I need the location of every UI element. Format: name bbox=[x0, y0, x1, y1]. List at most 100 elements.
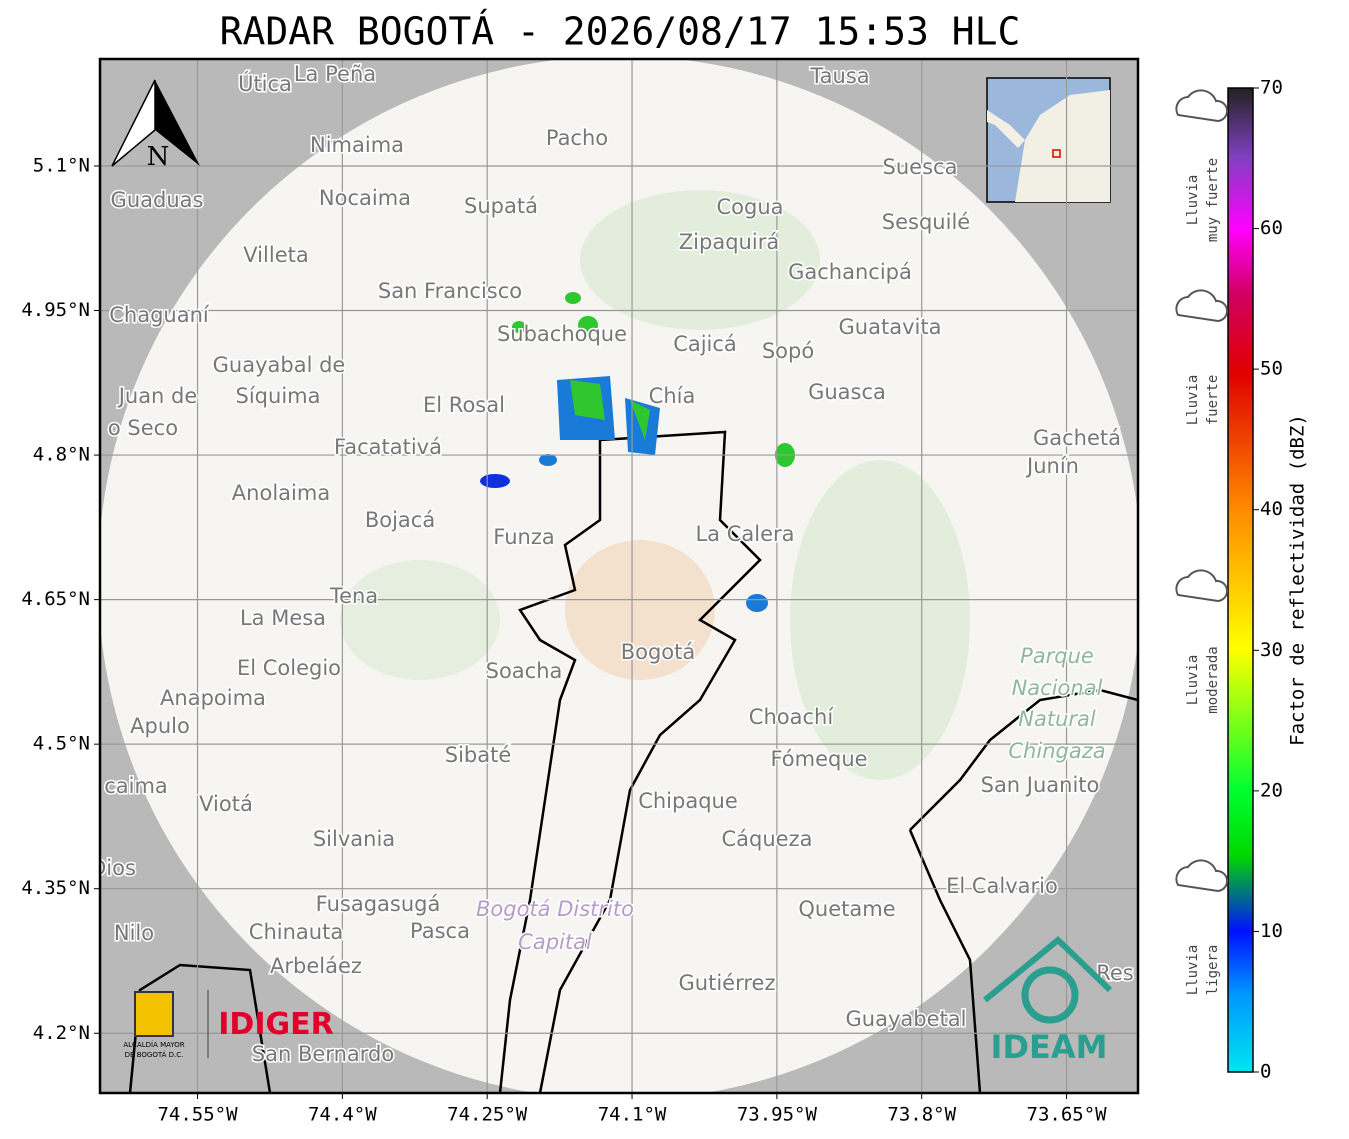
logos: ALCALDÍA MAYOR DE BOGOTÁ D.C. IDIGER IDE… bbox=[123, 935, 1113, 1066]
place-label: El Colegio bbox=[237, 656, 341, 680]
place-label: Guatavita bbox=[839, 315, 942, 339]
place-label: Sesquilé bbox=[882, 210, 970, 234]
place-label: Subachoque bbox=[497, 322, 627, 346]
place-label: Chía bbox=[649, 384, 696, 408]
place-label: Gutiérrez bbox=[679, 971, 776, 995]
colorbar-tick-label: 30 bbox=[1260, 639, 1283, 661]
place-label: Útica bbox=[238, 71, 292, 96]
place-label: Cogua bbox=[716, 195, 783, 219]
rain-label: ligera bbox=[1205, 945, 1221, 996]
place-label: Cajicá bbox=[673, 332, 737, 356]
place-label: Nocaima bbox=[319, 186, 411, 210]
place-label: El Rosal bbox=[423, 393, 505, 417]
rain-icon bbox=[1175, 289, 1228, 323]
x-tick-label: 73.95°W bbox=[737, 1104, 818, 1126]
place-label: o Seco bbox=[108, 416, 178, 440]
colorbar-tick-label: 20 bbox=[1260, 779, 1283, 801]
place-label: El Calvario bbox=[946, 874, 1058, 898]
place-label: Síquima bbox=[236, 384, 321, 408]
place-label: Natural bbox=[1018, 707, 1096, 731]
place-label: Chinauta bbox=[249, 920, 343, 944]
place-label: Fusagasugá bbox=[316, 892, 441, 916]
place-label: Nimaima bbox=[310, 133, 404, 157]
rain-label: fuerte bbox=[1205, 375, 1221, 426]
colorbar-tick-label: 70 bbox=[1260, 77, 1283, 99]
place-label: Choachí bbox=[749, 705, 835, 729]
idiger-logo: IDIGER bbox=[218, 1007, 333, 1042]
place-label: Pacho bbox=[546, 126, 608, 150]
place-label: Chaguaní bbox=[109, 303, 210, 327]
x-tick-label: 74.4°W bbox=[308, 1104, 377, 1126]
colorbar-tick-label: 50 bbox=[1260, 358, 1283, 380]
colorbar-tick-label: 60 bbox=[1260, 217, 1283, 239]
place-label: Tena bbox=[329, 584, 378, 608]
place-label: La Calera bbox=[695, 522, 794, 546]
place-label: Cáqueza bbox=[722, 827, 813, 851]
rain-label: moderada bbox=[1205, 646, 1221, 713]
place-label: Anolaima bbox=[232, 481, 330, 505]
place-label: Guaduas bbox=[111, 188, 204, 212]
place-label: Guayabal de bbox=[213, 353, 346, 377]
map-frame bbox=[98, 57, 1140, 1095]
place-label: Nacional bbox=[1012, 676, 1103, 700]
rain-label: muy fuerte bbox=[1205, 158, 1221, 242]
place-label: San Juanito bbox=[981, 773, 1100, 797]
place-label: Facatativá bbox=[334, 435, 442, 459]
rain-icon bbox=[1175, 89, 1228, 123]
y-tick-label: 4.2°N bbox=[33, 1022, 90, 1044]
place-label: Zipaquirá bbox=[679, 230, 779, 254]
y-tick-label: 4.35°N bbox=[21, 877, 90, 899]
x-tick-label: 74.25°W bbox=[447, 1104, 528, 1126]
rain-label: Lluvia bbox=[1185, 175, 1201, 226]
y-tick-label: 4.8°N bbox=[33, 444, 90, 466]
place-label: San Francisco bbox=[378, 279, 522, 303]
place-label: Fómeque bbox=[770, 747, 867, 771]
ideam-logo: IDEAM bbox=[991, 1028, 1108, 1066]
place-label: Junín bbox=[1025, 454, 1079, 478]
place-label: Gachancipá bbox=[788, 260, 912, 284]
place-label: Arbeláez bbox=[270, 954, 362, 978]
north-arrow: N bbox=[111, 79, 200, 172]
colorbar-tick-label: 40 bbox=[1260, 498, 1283, 520]
place-label: Chipaque bbox=[638, 789, 738, 813]
place-labels: Útica La Peña Tausa Pacho Nimaima Guaduas Noca… bbox=[100, 61, 1135, 1068]
place-label: Juan de bbox=[117, 384, 198, 408]
place-label: Suesca bbox=[883, 155, 958, 179]
place-label: Bogotá Distrito bbox=[476, 897, 634, 921]
place-label: La Mesa bbox=[240, 606, 326, 630]
north-label: N bbox=[147, 142, 170, 172]
place-label: Gachetá bbox=[1033, 426, 1121, 450]
place-label: La Peña bbox=[294, 62, 376, 86]
rain-icon bbox=[1175, 859, 1228, 893]
x-tick-label: 74.1°W bbox=[598, 1104, 667, 1126]
place-label: Sibaté bbox=[445, 743, 512, 767]
place-label: Funza bbox=[493, 525, 554, 549]
y-tick-label: 4.95°N bbox=[21, 299, 90, 321]
rain-icon bbox=[1175, 569, 1228, 603]
place-label: Capital bbox=[518, 930, 592, 954]
x-tick-label: 73.65°W bbox=[1027, 1104, 1108, 1126]
colorbar-label: Factor de reflectividad (dBZ) bbox=[1287, 414, 1309, 746]
place-label: Bojacá bbox=[365, 508, 435, 532]
y-tick-label: 4.5°N bbox=[33, 733, 90, 755]
colorbar-tick-label: 0 bbox=[1260, 1061, 1271, 1083]
x-tick-label: 74.55°W bbox=[157, 1104, 238, 1126]
rain-label: Lluvia bbox=[1185, 375, 1201, 426]
place-label: Tausa bbox=[809, 64, 869, 88]
place-label: Chingaza bbox=[1008, 739, 1105, 763]
place-label: caima bbox=[104, 774, 168, 798]
place-label: Nilo bbox=[114, 921, 154, 945]
place-label: Quetame bbox=[798, 897, 895, 921]
place-label: Apulo bbox=[130, 714, 190, 738]
place-label: Silvania bbox=[313, 827, 395, 851]
x-tick-label: 73.8°W bbox=[887, 1104, 956, 1126]
place-label: Bogotá bbox=[621, 640, 696, 664]
colorbar-ticks: 0 10 20 30 40 50 60 70 bbox=[1253, 77, 1283, 1083]
graticule bbox=[100, 59, 1138, 1093]
alcaldia-line: ALCALDÍA MAYOR bbox=[123, 1040, 184, 1049]
y-tick-label: 4.65°N bbox=[21, 588, 90, 610]
title: RADAR BOGOTÁ - 2026/08/17 15:53 HLC bbox=[220, 10, 1021, 54]
colorbar bbox=[1227, 87, 1254, 1073]
